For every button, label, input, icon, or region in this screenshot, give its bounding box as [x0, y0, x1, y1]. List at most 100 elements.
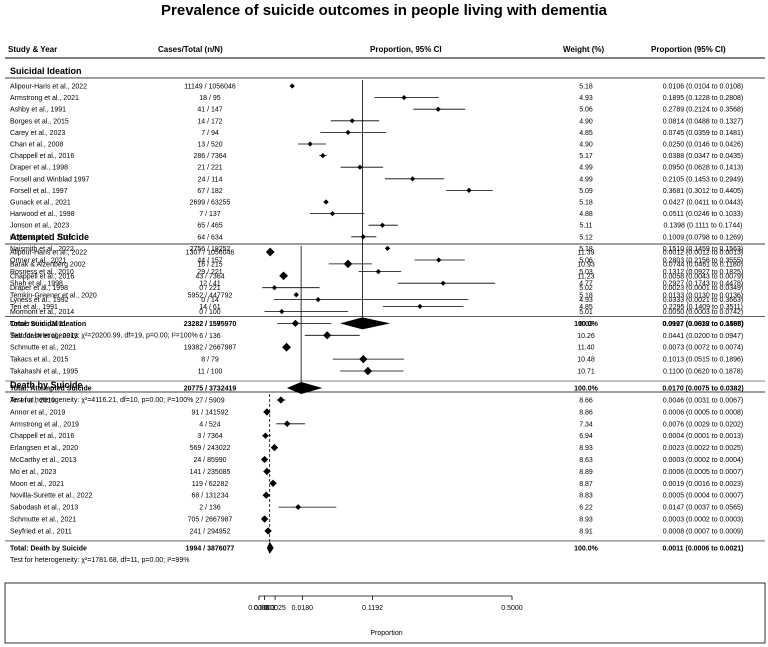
point-estimate: [466, 187, 472, 194]
study-ci-text: 0.0005 (0.0004 to 0.0007): [663, 493, 744, 500]
study-weight: 8.63: [579, 321, 593, 328]
point-estimate: [320, 152, 326, 159]
group-title: Suicidal Ideation: [10, 66, 82, 76]
point-estimate: [440, 280, 446, 286]
study-ci-text: 0.0003 (0.0002 to 0.0004): [663, 457, 744, 464]
point-estimate: [329, 211, 336, 217]
study-weight: 4.99: [579, 165, 593, 172]
point-estimate: [282, 342, 291, 352]
study-label: Novilla-Surette et al., 2022: [10, 493, 93, 500]
study-ci-text: 0.0058 (0.0043 to 0.0079): [663, 273, 744, 280]
study-cases: 67 / 182: [197, 188, 222, 195]
point-estimate: [315, 297, 321, 303]
study-weight: 8.91: [579, 528, 593, 535]
study-weight: 4.90: [579, 142, 593, 149]
study-weight: 8.83: [579, 493, 593, 500]
study-weight: 5.09: [579, 188, 593, 195]
study-label: Chappell et al., 2016: [10, 433, 74, 440]
point-estimate: [262, 432, 269, 439]
study-ci-text: 0.1009 (0.0798 to 0.1269): [663, 234, 744, 241]
point-estimate: [269, 479, 277, 487]
point-estimate: [360, 234, 366, 240]
study-ci-text: 0.0127 (0.0032 to 0.0495): [663, 321, 744, 328]
study-label: Mo et al., 2023: [10, 469, 56, 476]
study-cases: 2699 / 63255: [190, 200, 231, 207]
study-cases: 21 / 221: [197, 165, 222, 172]
study-cases: 91 / 141592: [192, 409, 229, 416]
header-ci: Proportion, 95% CI: [370, 45, 442, 54]
study-cases: 0 / 14: [201, 297, 219, 304]
study-weight: 5.12: [579, 234, 593, 241]
point-estimate: [345, 129, 351, 135]
study-cases: 2 / 136: [199, 505, 221, 512]
study-cases: 3 / 7364: [197, 433, 222, 440]
study-weight: 10.26: [577, 333, 595, 340]
study-weight: 8.87: [579, 481, 593, 488]
study-ci-text: 0.1895 (0.1228 to 0.2808): [663, 95, 744, 102]
study-weight: 5.17: [579, 153, 593, 160]
study-ci-text: 0.0006 (0.0005 to 0.0007): [663, 469, 744, 476]
pooled-diamond: [339, 317, 391, 330]
point-estimate: [357, 164, 363, 170]
total-label: Total: Death by Suicide: [10, 545, 87, 552]
study-cases: 4 / 524: [199, 421, 221, 428]
study-label: Takacs et al., 2015: [10, 357, 68, 364]
study-ci-text: 0.2789 (0.2124 to 0.3568): [663, 107, 744, 114]
point-estimate: [323, 199, 329, 205]
study-cases: 12 / 41: [199, 281, 221, 288]
point-estimate: [263, 408, 271, 416]
study-ci-text: 0.0427 (0.0411 to 0.0443): [663, 200, 743, 207]
point-estimate: [436, 257, 442, 263]
study-label: Annor et al., 2019: [10, 409, 65, 416]
study-cases: 2756 / 18252: [190, 246, 231, 253]
point-estimate: [349, 118, 355, 124]
study-cases: 1307 / 1056046: [186, 250, 235, 257]
study-label: Gunack et al., 2021: [10, 200, 71, 207]
study-weight: 8.89: [579, 469, 593, 476]
study-weight: 4.90: [579, 118, 593, 125]
study-label: Chan et al., 2008: [10, 142, 63, 149]
point-estimate: [435, 106, 441, 112]
header-cases: Cases/Total (n/N): [158, 45, 223, 54]
study-ci-text: 0.0050 (0.0003 to 0.0742): [663, 309, 744, 316]
study-weight: 4.85: [579, 304, 593, 311]
point-estimate: [379, 222, 386, 228]
study-ci-text: 0.2295 (0.1409 to 0.3511): [663, 304, 743, 311]
study-cases: 14 / 172: [197, 118, 222, 125]
study-ci-text: 0.0744 (0.0461 to 0.1180): [663, 261, 743, 268]
point-estimate: [307, 141, 313, 147]
group-title: Attempted Suicide: [10, 232, 89, 242]
study-label: Armstrong et al., 2021: [10, 95, 79, 102]
study-weight: 5.18: [579, 292, 593, 299]
point-estimate: [295, 504, 302, 511]
study-ci-text: 0.1510 (0.1459 to 0.1563): [663, 246, 744, 253]
study-label: Seyfried et al., 2011: [10, 528, 72, 535]
study-weight: 4.93: [579, 95, 593, 102]
study-label: Sabodash et al., 2013: [10, 333, 78, 340]
study-ci-text: 0.1013 (0.0515 to 0.1896): [663, 357, 744, 364]
study-cases: 14 / 61: [199, 304, 221, 311]
total-cases: 1994 / 3876077: [186, 545, 235, 552]
study-cases: 0 / 221: [199, 285, 221, 292]
study-cases: 0 / 100: [199, 309, 221, 316]
point-estimate: [359, 354, 368, 364]
study-weight: 5.06: [579, 107, 593, 114]
point-estimate: [264, 527, 272, 535]
study-ci-text: 0.1312 (0.0927 to 0.1825): [663, 269, 744, 276]
study-weight: 8.86: [579, 409, 593, 416]
total-cases: 20775 / 3732419: [184, 386, 237, 393]
study-cases: 2 / 157: [199, 321, 221, 328]
study-cases: 43 / 7364: [195, 273, 224, 280]
study-cases: 7 / 94: [201, 130, 219, 137]
study-weight: 8.63: [579, 457, 593, 464]
study-cases: 24 / 114: [198, 176, 223, 183]
study-ci-text: 0.2105 (0.1453 to 0.2949): [663, 176, 744, 183]
study-label: Draper et al., 1998: [10, 285, 68, 292]
x-tick-label: 0.1192: [362, 605, 383, 612]
total-weight: 100.0%: [574, 386, 599, 393]
point-estimate: [343, 259, 353, 269]
point-estimate: [417, 303, 423, 309]
header-proportion: Proportion (95% CI): [651, 45, 726, 54]
study-label: Borges et al., 2015: [10, 118, 69, 125]
study-ci-text: 0.0006 (0.0005 to 0.0008): [663, 409, 744, 416]
